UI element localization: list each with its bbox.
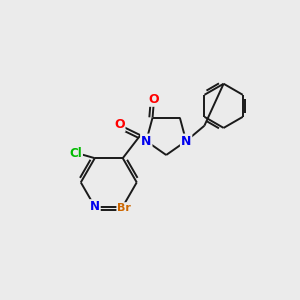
Text: O: O <box>149 93 159 106</box>
Text: O: O <box>114 118 124 131</box>
Text: Cl: Cl <box>69 147 82 160</box>
Text: N: N <box>181 135 191 148</box>
Text: N: N <box>90 200 100 213</box>
Text: N: N <box>141 135 152 148</box>
Text: Br: Br <box>117 203 131 213</box>
